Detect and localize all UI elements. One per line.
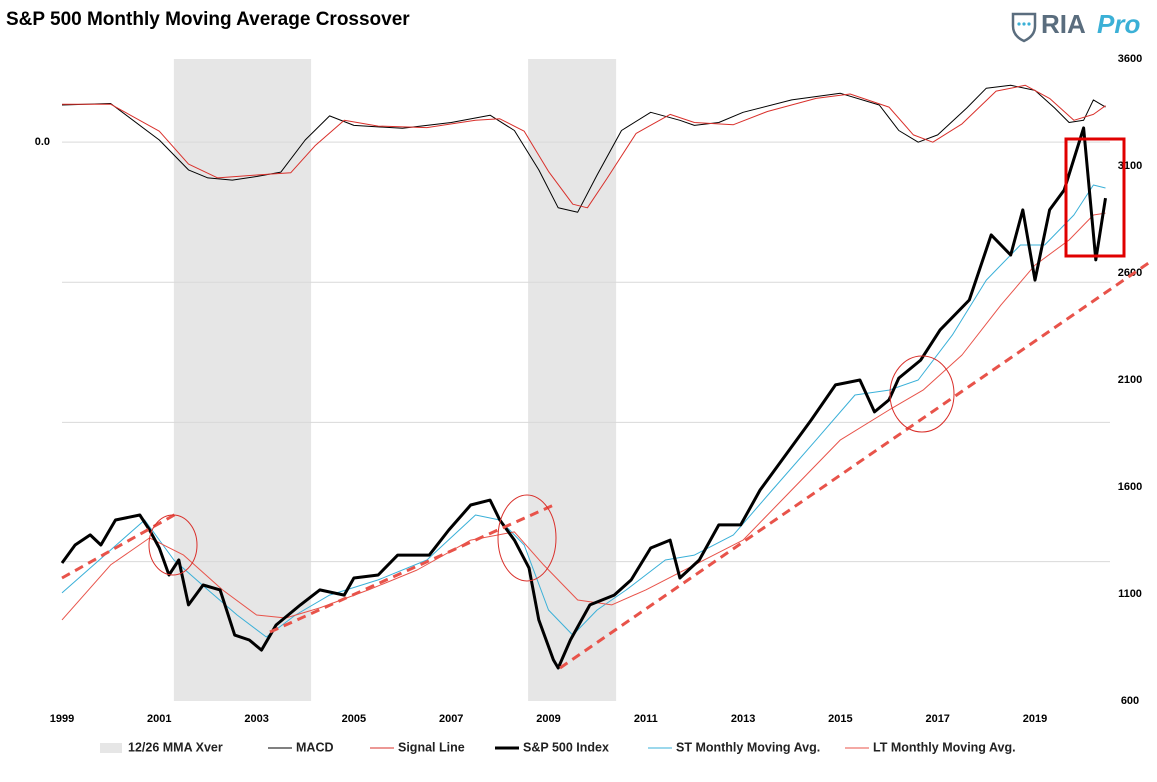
series-line: [62, 84, 1106, 209]
logo-shield: [1011, 12, 1037, 43]
logo: RIA Pro: [1011, 9, 1140, 43]
highlight-box: [1064, 137, 1126, 258]
y-tick-label: 600: [1121, 695, 1139, 707]
logo-dot: [1022, 22, 1026, 26]
y-tick-label: 3600: [1118, 53, 1142, 65]
annotations: [61, 137, 1151, 670]
xver-period: [528, 59, 617, 701]
trend-line: [269, 502, 557, 634]
legend-label: MACD: [296, 740, 334, 754]
legend-label: LT Monthly Moving Avg.: [873, 740, 1016, 754]
background-layer: 0.0 600 1100 1600 2100 2600 3100 3600 1999 2001 20…: [35, 53, 1143, 725]
legend-label: 12/26 MMA Xver: [128, 740, 223, 754]
x-tick-label: 2011: [634, 713, 658, 725]
x-tick-label: 2001: [147, 713, 171, 725]
x-tick-label: 2007: [439, 713, 463, 725]
plot-area: [60, 84, 1107, 670]
trend-line: [61, 512, 177, 580]
highlight-circle: [497, 494, 557, 582]
x-tick-label: 2009: [536, 713, 560, 725]
legend-label: S&P 500 Index: [523, 740, 609, 754]
x-tick-label: 2005: [342, 713, 366, 725]
chart-title: S&P 500 Monthly Moving Average Crossover: [6, 9, 410, 30]
legend-label: ST Monthly Moving Avg.: [676, 740, 820, 754]
y2-tick-label: 0.0: [35, 136, 50, 148]
legend-label: Signal Line: [398, 740, 465, 754]
logo-dot: [1017, 22, 1021, 26]
x-tick-label: 2015: [828, 713, 852, 725]
highlight-circle: [148, 514, 198, 576]
x-tick-label: 2013: [731, 713, 755, 725]
series-line: [60, 126, 1107, 670]
y-tick-label: 3100: [1118, 160, 1142, 172]
logo-accent: Pro: [1097, 9, 1140, 39]
legend: 12/26 MMA Xver MACD Signal Line S&P 500 Ind…: [100, 740, 1016, 754]
legend-swatch: [100, 743, 122, 753]
y-tick-label: 1600: [1118, 481, 1142, 493]
x-tick-label: 2003: [244, 713, 268, 725]
x-tick-label: 2019: [1023, 713, 1047, 725]
trend-line: [559, 260, 1151, 670]
x-tick-label: 1999: [50, 713, 74, 725]
y-tick-label: 1100: [1118, 588, 1142, 600]
y-tick-label: 2100: [1118, 374, 1142, 386]
logo-text: RIA: [1041, 9, 1086, 39]
highlight-circle: [889, 355, 955, 433]
logo-dot: [1027, 22, 1031, 26]
y-tick-label: 2600: [1118, 267, 1142, 279]
x-tick-label: 2017: [925, 713, 949, 725]
